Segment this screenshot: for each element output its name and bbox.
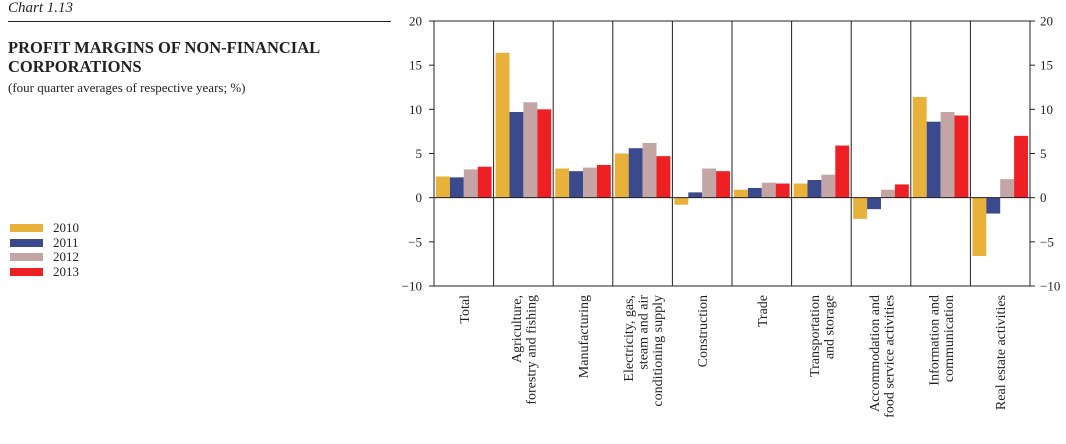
bar-2012-0 (463, 169, 478, 198)
bar-2012-1 (523, 102, 538, 198)
legend: 2010 2011 2012 2013 (10, 220, 79, 280)
y-tick-label-left: 0 (416, 190, 423, 205)
y-tick-label-right: 20 (1040, 14, 1053, 29)
y-tick-label-right: 10 (1040, 102, 1053, 117)
x-tick-label-line: Information and (927, 295, 942, 386)
x-tick-label-line: Transportation (808, 295, 823, 377)
legend-item-2011: 2011 (10, 234, 79, 251)
y-tick-label-right: −5 (1040, 234, 1054, 249)
x-tick-label: Agriculture,forestry and fishing (510, 295, 540, 405)
y-tick-label-left: −5 (408, 234, 422, 249)
x-tick-label-line: and storage (823, 295, 838, 359)
bar-2013-8 (954, 115, 969, 198)
bar-2011-0 (449, 177, 464, 198)
bar-2013-4 (716, 171, 730, 198)
x-tick-label-line: conditioning supply (651, 295, 666, 407)
x-tick-label-line: Agriculture, (510, 295, 525, 363)
y-tick-label-right: 15 (1040, 58, 1053, 73)
bar-2011-8 (926, 121, 941, 198)
legend-swatch-2013 (10, 267, 43, 276)
bar-2010-3 (614, 153, 629, 198)
bar-2010-9 (972, 197, 987, 256)
x-tick-label-line: communication (942, 295, 957, 382)
bar-2012-2 (583, 167, 597, 198)
bar-2010-7 (853, 197, 868, 219)
x-tick-label-line: Real estate activities (994, 295, 1009, 410)
bar-2010-2 (555, 168, 570, 198)
y-tick-label-left: 10 (409, 102, 422, 117)
bar-2013-7 (894, 184, 909, 198)
legend-label-2010: 2010 (53, 220, 79, 236)
x-tick-label: Construction (696, 295, 711, 367)
bar-2011-3 (628, 148, 643, 198)
x-tick-label-line: forestry and fishing (525, 295, 540, 405)
y-tick-label-left: 15 (409, 58, 422, 73)
legend-swatch-2012 (10, 253, 43, 262)
x-tick-label: Transportationand storage (808, 295, 838, 377)
y-tick-label-right: 0 (1040, 190, 1047, 205)
bar-2013-9 (1014, 135, 1028, 198)
bar-2012-8 (940, 111, 955, 198)
chart-number: Chart 1.13 (8, 0, 74, 16)
bar-2010-5 (734, 189, 748, 198)
bar-2012-4 (702, 168, 717, 198)
x-tick-label: Real estate activities (994, 295, 1009, 410)
y-tick-label-left: 5 (416, 146, 423, 161)
bar-2010-0 (436, 176, 450, 198)
x-tick-label-line: Manufacturing (577, 295, 592, 378)
bar-2011-4 (688, 192, 703, 198)
x-tick-label-line: Electricity, gas, (622, 295, 637, 382)
x-tick-label: Accommodation andfood service activities (868, 295, 898, 418)
bar-2012-3 (642, 142, 657, 198)
x-tick-label-line: Accommodation and (868, 295, 883, 412)
bar-2013-6 (835, 145, 850, 198)
x-tick-label-line: Total (458, 295, 473, 324)
bar-2011-1 (509, 111, 524, 198)
legend-item-2013: 2013 (10, 263, 79, 280)
x-tick-label: Total (458, 295, 473, 324)
y-tick-label-left: 20 (409, 14, 422, 29)
bar-2012-5 (761, 182, 776, 198)
x-tick-label: Manufacturing (577, 295, 592, 378)
bar-2010-6 (793, 183, 808, 198)
x-tick-label-line: steam and air (637, 295, 652, 370)
legend-swatch-2010 (10, 224, 43, 233)
bar-2010-1 (495, 52, 510, 198)
bar-2010-4 (674, 197, 689, 205)
legend-label-2011: 2011 (53, 234, 79, 250)
bar-2010-8 (912, 96, 927, 198)
legend-item-2012: 2012 (10, 249, 79, 265)
chart-title: PROFIT MARGINS OF NON-FINANCIAL CORPORAT… (8, 38, 320, 76)
bar-2013-2 (596, 164, 611, 198)
chart-subtitle: (four quarter averages of respective yea… (8, 80, 246, 95)
x-tick-label: Information andcommunication (927, 295, 957, 386)
x-tick-label-line: food service activities (882, 295, 897, 418)
legend-swatch-2011 (10, 238, 43, 247)
bar-2011-6 (807, 180, 822, 198)
legend-item-2010: 2010 (10, 220, 79, 236)
legend-label-2013: 2013 (53, 263, 79, 279)
bar-2011-9 (986, 197, 1001, 214)
bar-2011-2 (569, 171, 583, 198)
x-tick-label-line: Trade (756, 295, 771, 327)
bar-2012-7 (881, 189, 895, 198)
x-tick-label: Electricity, gas,steam and airconditioni… (622, 295, 666, 407)
y-tick-label-right: 5 (1040, 146, 1047, 161)
bar-2011-7 (867, 197, 881, 210)
x-tick-label: Trade (756, 295, 771, 327)
bar-2013-1 (537, 109, 552, 198)
y-tick-label-right: −10 (1040, 279, 1060, 294)
bar-2013-0 (477, 166, 492, 198)
bar-2013-5 (775, 183, 790, 198)
y-tick-label-left: −10 (402, 279, 422, 294)
bar-2011-5 (747, 187, 762, 198)
x-tick-label-line: Construction (696, 295, 711, 367)
legend-label-2012: 2012 (53, 249, 79, 265)
bar-2013-3 (656, 156, 671, 198)
header-rule (8, 21, 391, 22)
bar-2012-9 (1000, 179, 1015, 198)
bar-2012-6 (821, 174, 836, 198)
